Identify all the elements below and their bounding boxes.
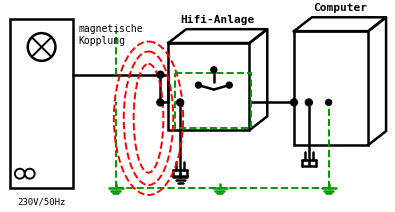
Text: Computer: Computer xyxy=(313,3,367,13)
Circle shape xyxy=(28,33,55,61)
Bar xyxy=(168,43,250,130)
Bar xyxy=(294,31,368,145)
Circle shape xyxy=(177,99,184,106)
Circle shape xyxy=(326,99,332,105)
Circle shape xyxy=(291,99,297,106)
Circle shape xyxy=(196,82,201,88)
Circle shape xyxy=(211,67,217,73)
Circle shape xyxy=(305,99,312,106)
Text: Hifi-Anlage: Hifi-Anlage xyxy=(181,15,255,25)
Circle shape xyxy=(25,169,35,179)
Circle shape xyxy=(157,99,164,106)
Text: 230V/50Hz: 230V/50Hz xyxy=(17,197,66,206)
Text: magnetische
Kopplung: magnetische Kopplung xyxy=(78,24,143,46)
Bar xyxy=(175,73,252,128)
Bar xyxy=(10,19,73,188)
Circle shape xyxy=(226,82,232,88)
Circle shape xyxy=(15,169,25,179)
Circle shape xyxy=(157,71,164,78)
